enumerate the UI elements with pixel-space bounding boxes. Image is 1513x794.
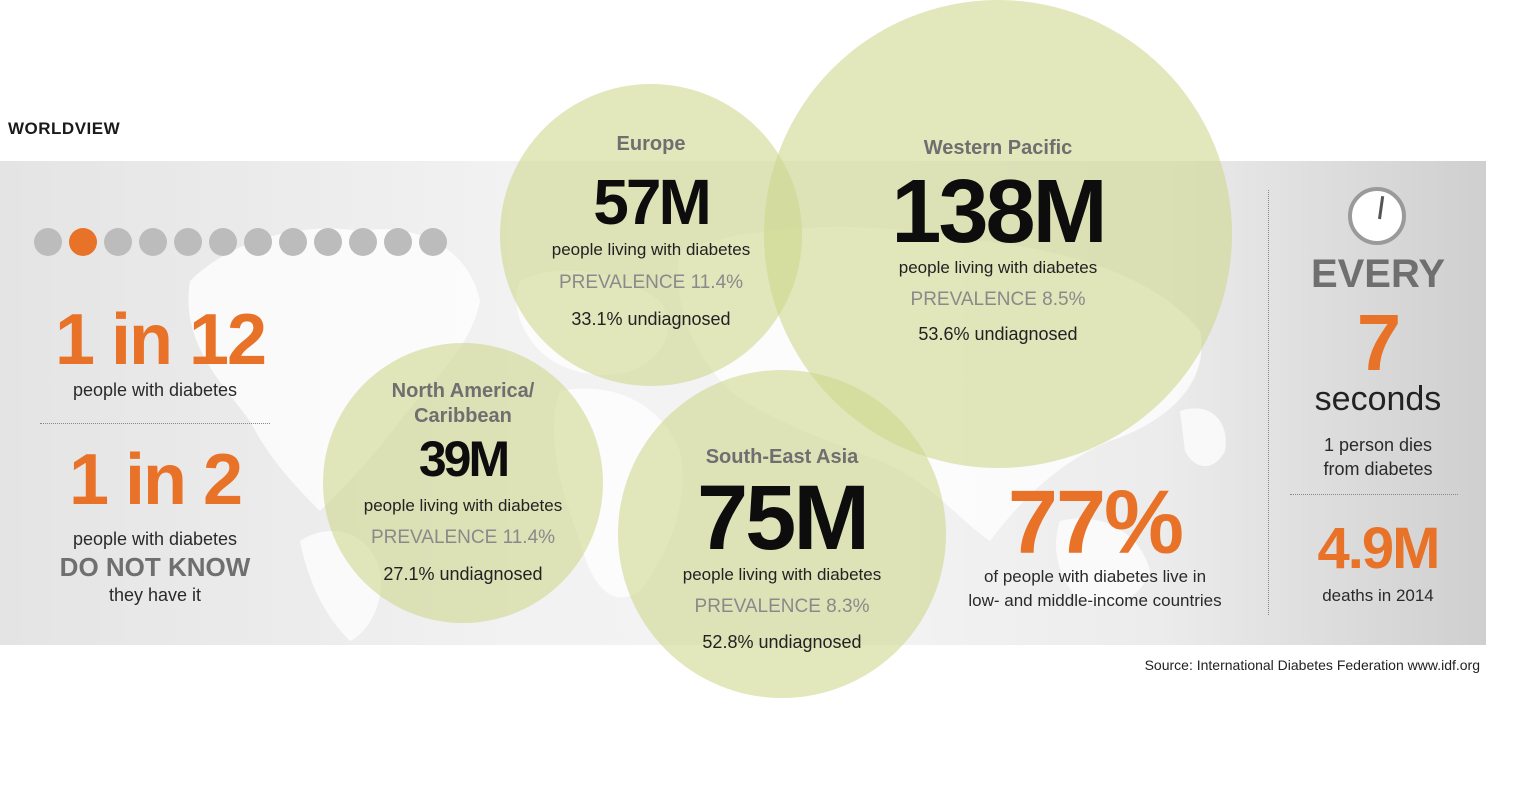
europe-region-name: Europe bbox=[616, 133, 686, 155]
western-pacific-prevalence: PREVALENCE 8.5% bbox=[910, 289, 1086, 310]
deaths-value: 4.9M bbox=[1317, 516, 1441, 581]
source-credit: Source: International Diabetes Federatio… bbox=[1144, 657, 1480, 673]
progress-dot bbox=[349, 228, 377, 256]
south-east-asia-undiagnosed: 52.8% undiagnosed bbox=[702, 632, 862, 652]
stat-one-in-twelve-caption: people with diabetes bbox=[72, 380, 238, 400]
north-america-caption: people living with diabetes bbox=[363, 496, 563, 515]
south-east-asia-caption: people living with diabetes bbox=[682, 565, 882, 584]
progress-dot bbox=[244, 228, 272, 256]
south-east-asia-count: 75M bbox=[697, 467, 870, 569]
north-america-bubble bbox=[323, 343, 603, 623]
income-percent: 77% bbox=[1007, 473, 1184, 573]
stat-one-in-two: 1 in 2 bbox=[68, 440, 243, 520]
progress-dot bbox=[104, 228, 132, 256]
right-inner-divider bbox=[1290, 494, 1458, 495]
progress-dot bbox=[209, 228, 237, 256]
progress-dot bbox=[34, 228, 62, 256]
western-pacific-bubble bbox=[764, 0, 1232, 468]
south-east-asia-region-name: South-East Asia bbox=[705, 446, 859, 468]
seconds-label: seconds bbox=[1314, 380, 1442, 418]
europe-prevalence: PREVALENCE 11.4% bbox=[558, 272, 744, 293]
progress-dot bbox=[314, 228, 342, 256]
stat-one-in-twelve: 1 in 12 bbox=[54, 300, 267, 380]
north-america-region-name-line1: North America/ bbox=[391, 380, 535, 402]
europe-undiagnosed: 33.1% undiagnosed bbox=[571, 309, 731, 329]
western-pacific-caption: people living with diabetes bbox=[898, 258, 1098, 277]
do-not-know-label: DO NOT KNOW bbox=[59, 552, 251, 582]
every-label: EVERY bbox=[1310, 252, 1446, 296]
progress-dot bbox=[139, 228, 167, 256]
western-pacific-region-name: Western Pacific bbox=[923, 137, 1073, 159]
north-america-count: 39M bbox=[418, 431, 510, 487]
death-caption-line2: from diabetes bbox=[1323, 459, 1433, 479]
western-pacific-undiagnosed: 53.6% undiagnosed bbox=[918, 324, 1078, 344]
europe-count: 57M bbox=[593, 166, 712, 238]
progress-dots bbox=[34, 228, 454, 258]
western-pacific-count: 138M bbox=[891, 162, 1107, 262]
seconds-value: 7 bbox=[1356, 298, 1402, 387]
progress-dot bbox=[384, 228, 412, 256]
clock-icon bbox=[1348, 187, 1406, 245]
progress-dot bbox=[419, 228, 447, 256]
north-america-region-name-line2: Caribbean bbox=[414, 405, 512, 427]
europe-bubble bbox=[500, 84, 802, 386]
deaths-label: deaths in 2014 bbox=[1322, 586, 1434, 605]
south-east-asia-prevalence: PREVALENCE 8.3% bbox=[694, 596, 870, 617]
progress-dot bbox=[174, 228, 202, 256]
right-divider bbox=[1268, 190, 1269, 615]
progress-dot-active bbox=[69, 228, 97, 256]
north-america-undiagnosed: 27.1% undiagnosed bbox=[383, 564, 543, 584]
north-america-prevalence: PREVALENCE 11.4% bbox=[370, 527, 556, 548]
progress-dot bbox=[279, 228, 307, 256]
stat-one-in-two-caption: people with diabetes bbox=[72, 529, 238, 549]
europe-caption: people living with diabetes bbox=[551, 240, 751, 259]
death-caption-line1: 1 person dies bbox=[1323, 435, 1433, 455]
infographic-heading: WORLDVIEW bbox=[8, 119, 121, 138]
they-have-it-label: they have it bbox=[108, 585, 202, 605]
left-divider bbox=[40, 423, 270, 424]
income-caption-line2: low- and middle-income countries bbox=[968, 591, 1222, 610]
income-caption-line1: of people with diabetes live in bbox=[983, 567, 1207, 586]
